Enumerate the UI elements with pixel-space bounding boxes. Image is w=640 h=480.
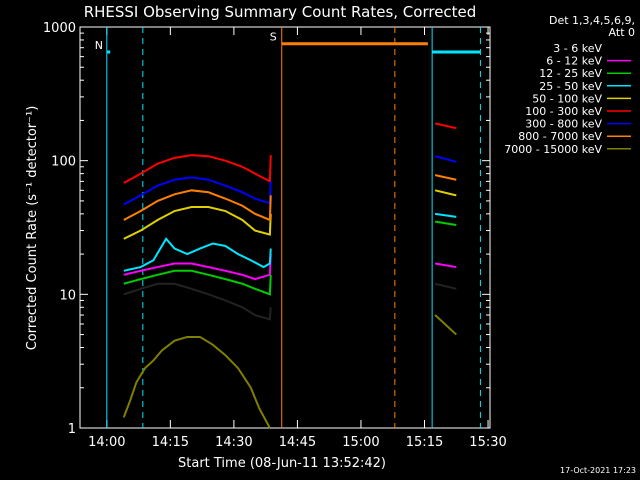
x-tick-label: 15:15 [406, 435, 443, 450]
legend-label: 12 - 25 keV [539, 67, 602, 80]
series-line [123, 189, 272, 222]
series-line-after [434, 314, 457, 336]
legend-header-line-1: Det 1,3,4,5,6,9, [549, 14, 635, 27]
series-line [123, 176, 272, 206]
x-tick-label: 15:00 [342, 435, 379, 450]
series-line [123, 154, 272, 184]
x-axis-label: Start Time (08-Jun-11 13:52:42) [178, 456, 386, 471]
series-line-after [434, 155, 457, 163]
series-line-after [434, 262, 457, 269]
chart-title: RHESSI Observing Summary Count Rates, Co… [84, 3, 477, 21]
series-line [123, 206, 272, 240]
y-tick-label: 100 [51, 155, 76, 170]
segment-label: N [95, 39, 103, 52]
series-line-after [434, 212, 457, 218]
footer-date: 17-Oct-2021 17:23 [560, 466, 636, 475]
series-line [123, 269, 272, 296]
legend-label: 50 - 100 keV [532, 92, 602, 105]
x-tick-label: 14:45 [279, 435, 316, 450]
series-line [123, 237, 272, 272]
series-line-after [434, 189, 457, 197]
series-line [123, 254, 272, 281]
legend-header-line-2: Att 0 [609, 26, 635, 39]
y-axis-label: Corrected Count Rate (s⁻¹ detector⁻¹) [25, 106, 40, 351]
legend-label: 100 - 300 keV [525, 105, 602, 118]
legend-label: 25 - 50 keV [539, 80, 602, 93]
series-line-after [434, 122, 457, 130]
legend-label: 300 - 800 keV [525, 118, 602, 131]
series-line-after [434, 220, 457, 227]
legend-label: 7000 - 15000 keV [504, 143, 602, 156]
plot-area: 1 10 100 1000 14:00 14:15 14:30 14:45 15:00 15:15… [43, 21, 507, 450]
legend-label: 800 - 7000 keV [518, 130, 602, 143]
legend-label: 3 - 6 keV [553, 42, 602, 55]
y-tick-label: 10 [59, 288, 76, 303]
legend-label: 6 - 12 keV [546, 55, 602, 68]
y-tick-label: 1 [68, 422, 76, 437]
y-tick-label: 1000 [43, 21, 76, 36]
series-line [122, 335, 271, 429]
series-line-black [434, 282, 457, 290]
series-line-after [434, 174, 457, 181]
x-tick-label: 14:30 [215, 435, 252, 450]
x-tick-label: 14:00 [88, 435, 125, 450]
plot-frame [79, 26, 491, 429]
x-tick-label: 14:15 [152, 435, 189, 450]
series-line-black [123, 282, 272, 321]
x-tick-label: 15:30 [469, 435, 506, 450]
segment-label: S [270, 31, 277, 44]
